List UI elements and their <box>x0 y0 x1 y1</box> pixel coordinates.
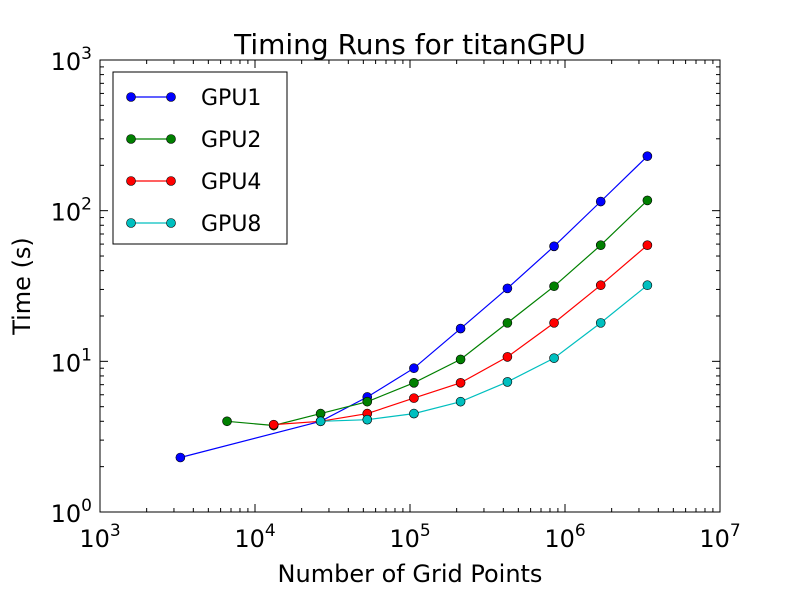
y-tick-label-base: 10 <box>51 349 82 377</box>
legend-item: GPU4 <box>126 170 261 195</box>
legend-item: GPU8 <box>126 212 261 237</box>
legend-label: GPU4 <box>201 170 261 195</box>
series-gpu8 <box>315 280 653 427</box>
x-tick-label-exp: 6 <box>575 521 586 541</box>
data-point <box>315 416 326 427</box>
y-tick-label: 101 <box>51 345 92 377</box>
data-point <box>549 318 559 328</box>
legend-marker <box>166 218 176 228</box>
data-point <box>549 281 559 292</box>
y-tick-label: 103 <box>51 44 92 76</box>
y-axis-label: Time (s) <box>8 237 36 336</box>
x-tick-label-base: 10 <box>699 525 730 553</box>
y-tick-label-exp: 0 <box>81 496 92 516</box>
legend-label: GPU2 <box>201 128 261 153</box>
x-tick-label-exp: 3 <box>110 521 121 541</box>
data-point <box>502 318 513 328</box>
legend-marker <box>126 176 136 186</box>
x-tick-label-base: 10 <box>234 525 265 553</box>
data-point <box>642 195 653 206</box>
series-gpu4 <box>268 240 653 430</box>
x-tick-label: 105 <box>389 521 430 553</box>
x-tick-label-base: 10 <box>544 525 575 553</box>
data-point <box>595 240 606 250</box>
x-tick-label-base: 10 <box>79 525 110 553</box>
legend-marker <box>126 134 136 144</box>
legend-label: GPU8 <box>201 212 261 237</box>
data-point <box>642 240 653 250</box>
data-point <box>595 280 606 291</box>
data-point <box>642 151 653 161</box>
data-point <box>409 363 419 374</box>
legend-label: GPU1 <box>201 86 261 111</box>
x-tick-label-exp: 7 <box>730 521 741 541</box>
data-point <box>362 396 373 407</box>
data-point <box>455 378 466 388</box>
data-point <box>222 416 232 427</box>
data-point <box>455 396 466 407</box>
data-point <box>502 352 513 362</box>
legend-item: GPU1 <box>126 86 261 111</box>
legend-marker <box>166 92 176 102</box>
series-line-gpu8 <box>320 284 648 422</box>
x-tick-label: 103 <box>79 521 120 553</box>
data-point <box>409 408 419 419</box>
legend-marker <box>166 176 176 186</box>
legend-marker <box>166 134 176 144</box>
y-tick-label-exp: 1 <box>81 345 92 365</box>
data-point <box>502 377 513 387</box>
data-point <box>455 354 466 365</box>
chart-title: Timing Runs for titanGPU <box>233 28 586 61</box>
data-point <box>409 393 419 403</box>
legend: GPU1 GPU2 GPU4 GPU8 <box>112 71 288 245</box>
legend-item: GPU2 <box>126 128 261 153</box>
data-point <box>409 378 419 388</box>
data-point <box>175 452 186 463</box>
series-line-gpu2 <box>226 199 648 427</box>
data-point <box>595 196 606 207</box>
y-tick-label-base: 10 <box>51 48 82 76</box>
y-tick-label-base: 10 <box>51 500 82 528</box>
data-point <box>362 414 373 425</box>
data-point <box>549 241 559 252</box>
y-tick-label-base: 10 <box>51 199 82 227</box>
y-tick-label-exp: 2 <box>81 195 92 215</box>
x-tick-label: 106 <box>544 521 585 553</box>
x-tick-label-base: 10 <box>389 525 420 553</box>
x-tick-label: 107 <box>699 521 740 553</box>
data-point <box>642 280 653 291</box>
y-tick-label-exp: 3 <box>81 44 92 64</box>
x-tick-label-exp: 5 <box>420 521 431 541</box>
x-tick-label-exp: 4 <box>265 521 276 541</box>
y-tick-label: 102 <box>51 195 92 227</box>
y-tick-label: 100 <box>51 496 92 528</box>
data-point <box>595 318 606 328</box>
x-tick-label: 104 <box>234 521 275 553</box>
legend-marker <box>126 92 136 102</box>
data-point <box>502 283 513 294</box>
x-axis-label: Number of Grid Points <box>278 560 543 588</box>
data-point <box>455 323 466 334</box>
data-point <box>268 419 279 430</box>
legend-marker <box>126 218 136 228</box>
legend-box <box>112 71 288 245</box>
data-point <box>549 353 559 363</box>
